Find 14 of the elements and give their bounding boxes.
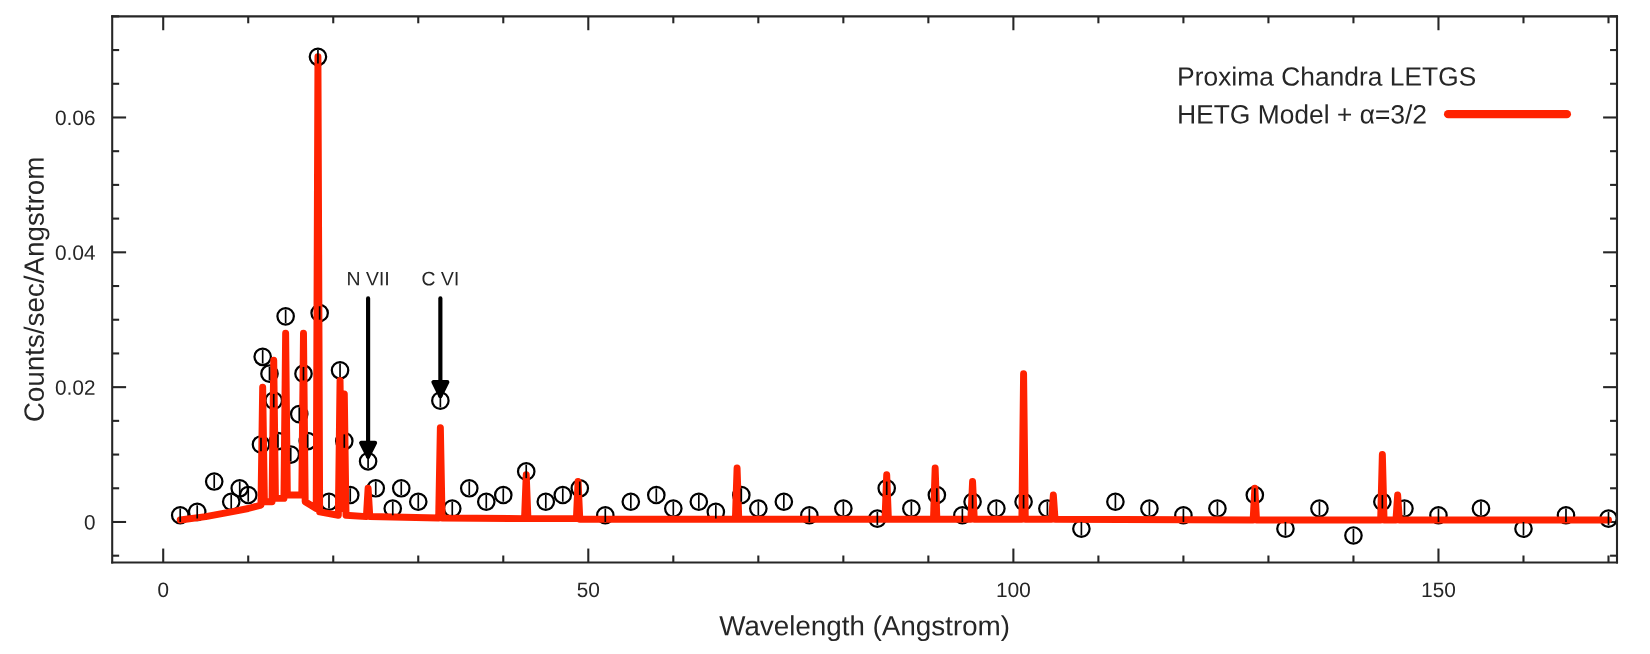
x-axis-title: Wavelength (Angstrom) xyxy=(719,615,1009,642)
y-tick-label: 0.06 xyxy=(55,110,95,126)
legend-label: HETG Model + α=3/2 xyxy=(1179,104,1426,124)
x-tick-label: 0 xyxy=(158,582,169,598)
annotation: N VII xyxy=(348,271,388,286)
x-tick-label: 50 xyxy=(577,582,600,598)
y-tick-label: 0.04 xyxy=(55,245,95,261)
y-tick-label: 0 xyxy=(84,514,95,530)
legend-title: Proxima Chandra LETGS xyxy=(1179,66,1476,86)
x-tick-label: 100 xyxy=(997,582,1030,598)
y-axis-title: Counts/sec/Angstrom xyxy=(23,158,50,421)
annotation: C VI xyxy=(422,271,458,286)
x-tick-label: 150 xyxy=(1422,582,1456,598)
y-tick-label: 0.02 xyxy=(55,380,95,395)
